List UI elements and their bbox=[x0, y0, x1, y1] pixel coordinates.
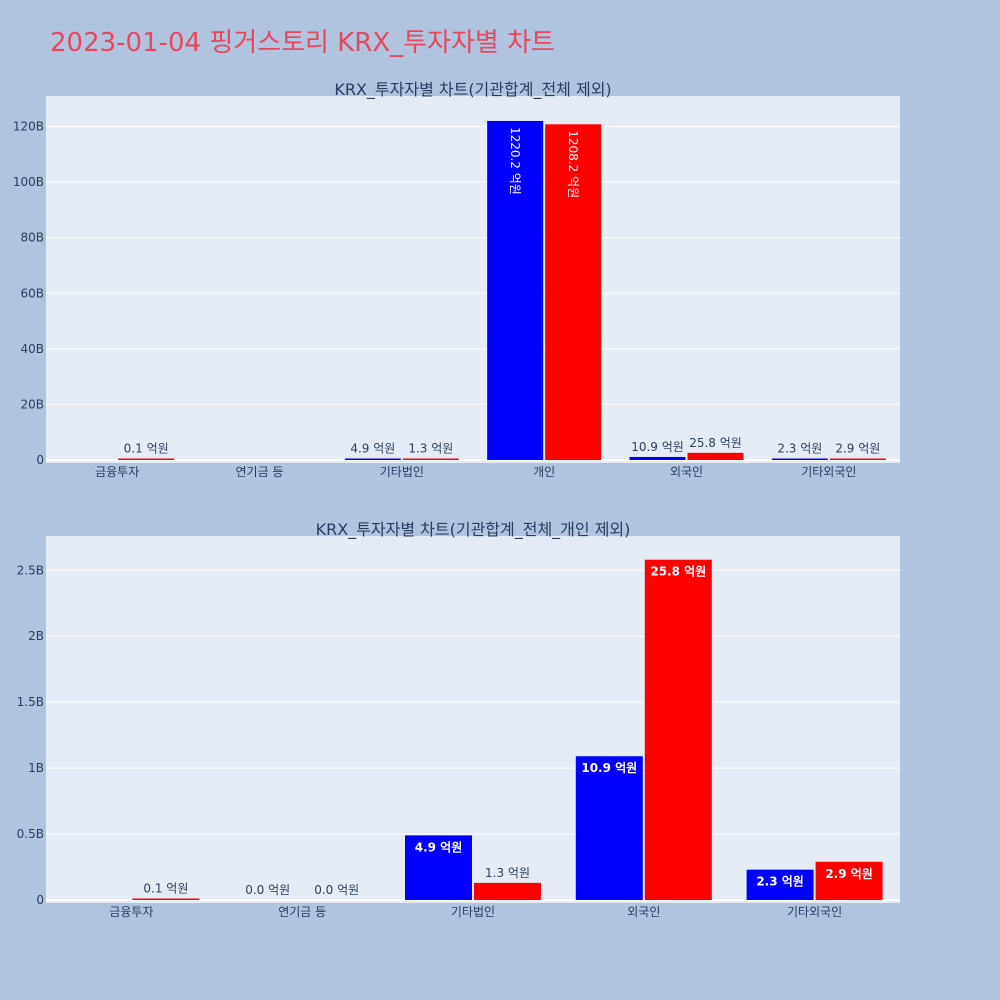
x-tick-label: 외국인 bbox=[670, 465, 703, 479]
plot-area bbox=[46, 96, 900, 463]
bar bbox=[474, 882, 541, 900]
bar bbox=[344, 458, 401, 460]
bar bbox=[575, 756, 643, 900]
bar bbox=[746, 869, 814, 900]
data-label: 25.8 억원 bbox=[689, 436, 742, 450]
bar bbox=[644, 559, 712, 900]
bar bbox=[118, 458, 175, 460]
data-label: 0.1 억원 bbox=[124, 442, 169, 456]
x-tick-label: 기타법인 bbox=[380, 465, 424, 479]
data-label: 2.9 억원 bbox=[825, 867, 873, 881]
data-label: 25.8 억원 bbox=[650, 565, 706, 579]
data-label: 0.1 억원 bbox=[143, 882, 188, 896]
y-tick-label: 40B bbox=[20, 342, 44, 356]
data-label: 10.9 억원 bbox=[631, 440, 684, 454]
data-label: 2.9 억원 bbox=[835, 442, 880, 456]
chart-title: KRX_투자자별 차트(기관합계_전체 제외) bbox=[334, 80, 611, 100]
data-label: 2.3 억원 bbox=[777, 442, 822, 456]
x-tick-label: 기타법인 bbox=[451, 905, 495, 919]
data-label: 4.9 억원 bbox=[415, 840, 463, 854]
x-tick-label: 연기금 등 bbox=[278, 905, 326, 919]
bar bbox=[487, 120, 544, 461]
y-tick-label: 0.5B bbox=[17, 827, 44, 841]
data-label: 2.3 억원 bbox=[756, 875, 804, 889]
x-tick-label: 외국인 bbox=[627, 905, 660, 919]
bar bbox=[405, 835, 472, 900]
page-title: 2023-01-04 핑거스토리 KRX_투자자별 차트 bbox=[50, 28, 555, 58]
y-tick-label: 2B bbox=[28, 629, 44, 643]
data-label: 10.9 억원 bbox=[581, 761, 637, 775]
data-label: 1.3 억원 bbox=[485, 866, 530, 880]
data-label: 1.3 억원 bbox=[408, 442, 453, 456]
x-tick-label: 연기금 등 bbox=[236, 465, 284, 479]
chart-title: KRX_투자자별 차트(기관합계_전체_개인 제외) bbox=[316, 520, 631, 540]
x-tick-label: 금융투자 bbox=[95, 465, 139, 479]
bar bbox=[629, 456, 686, 460]
y-tick-label: 2.5B bbox=[17, 563, 44, 577]
y-tick-label: 120B bbox=[13, 120, 44, 134]
bar bbox=[687, 452, 744, 460]
y-tick-label: 0 bbox=[36, 453, 44, 467]
bar bbox=[132, 898, 200, 900]
y-tick-label: 0 bbox=[36, 893, 44, 907]
bar bbox=[402, 458, 459, 460]
x-tick-label: 개인 bbox=[533, 465, 555, 479]
data-label: 1220.2 억원 bbox=[508, 127, 522, 195]
y-tick-label: 60B bbox=[20, 286, 44, 300]
data-label: 0.0 억원 bbox=[245, 883, 290, 897]
data-label: 4.9 억원 bbox=[350, 442, 395, 456]
y-tick-label: 80B bbox=[20, 231, 44, 245]
data-label: 0.0 억원 bbox=[314, 883, 359, 897]
plot-area bbox=[46, 536, 900, 903]
y-tick-label: 100B bbox=[13, 175, 44, 189]
x-tick-label: 기타외국인 bbox=[787, 905, 842, 919]
bar bbox=[815, 861, 883, 900]
x-tick-label: 금융투자 bbox=[109, 905, 153, 919]
y-tick-label: 1B bbox=[28, 761, 44, 775]
bar bbox=[829, 458, 886, 460]
data-label: 1208.2 억원 bbox=[566, 130, 580, 198]
bar bbox=[771, 458, 828, 460]
y-tick-label: 20B bbox=[20, 397, 44, 411]
bar bbox=[545, 124, 602, 461]
y-tick-label: 1.5B bbox=[17, 695, 44, 709]
x-tick-label: 기타외국인 bbox=[801, 465, 856, 479]
